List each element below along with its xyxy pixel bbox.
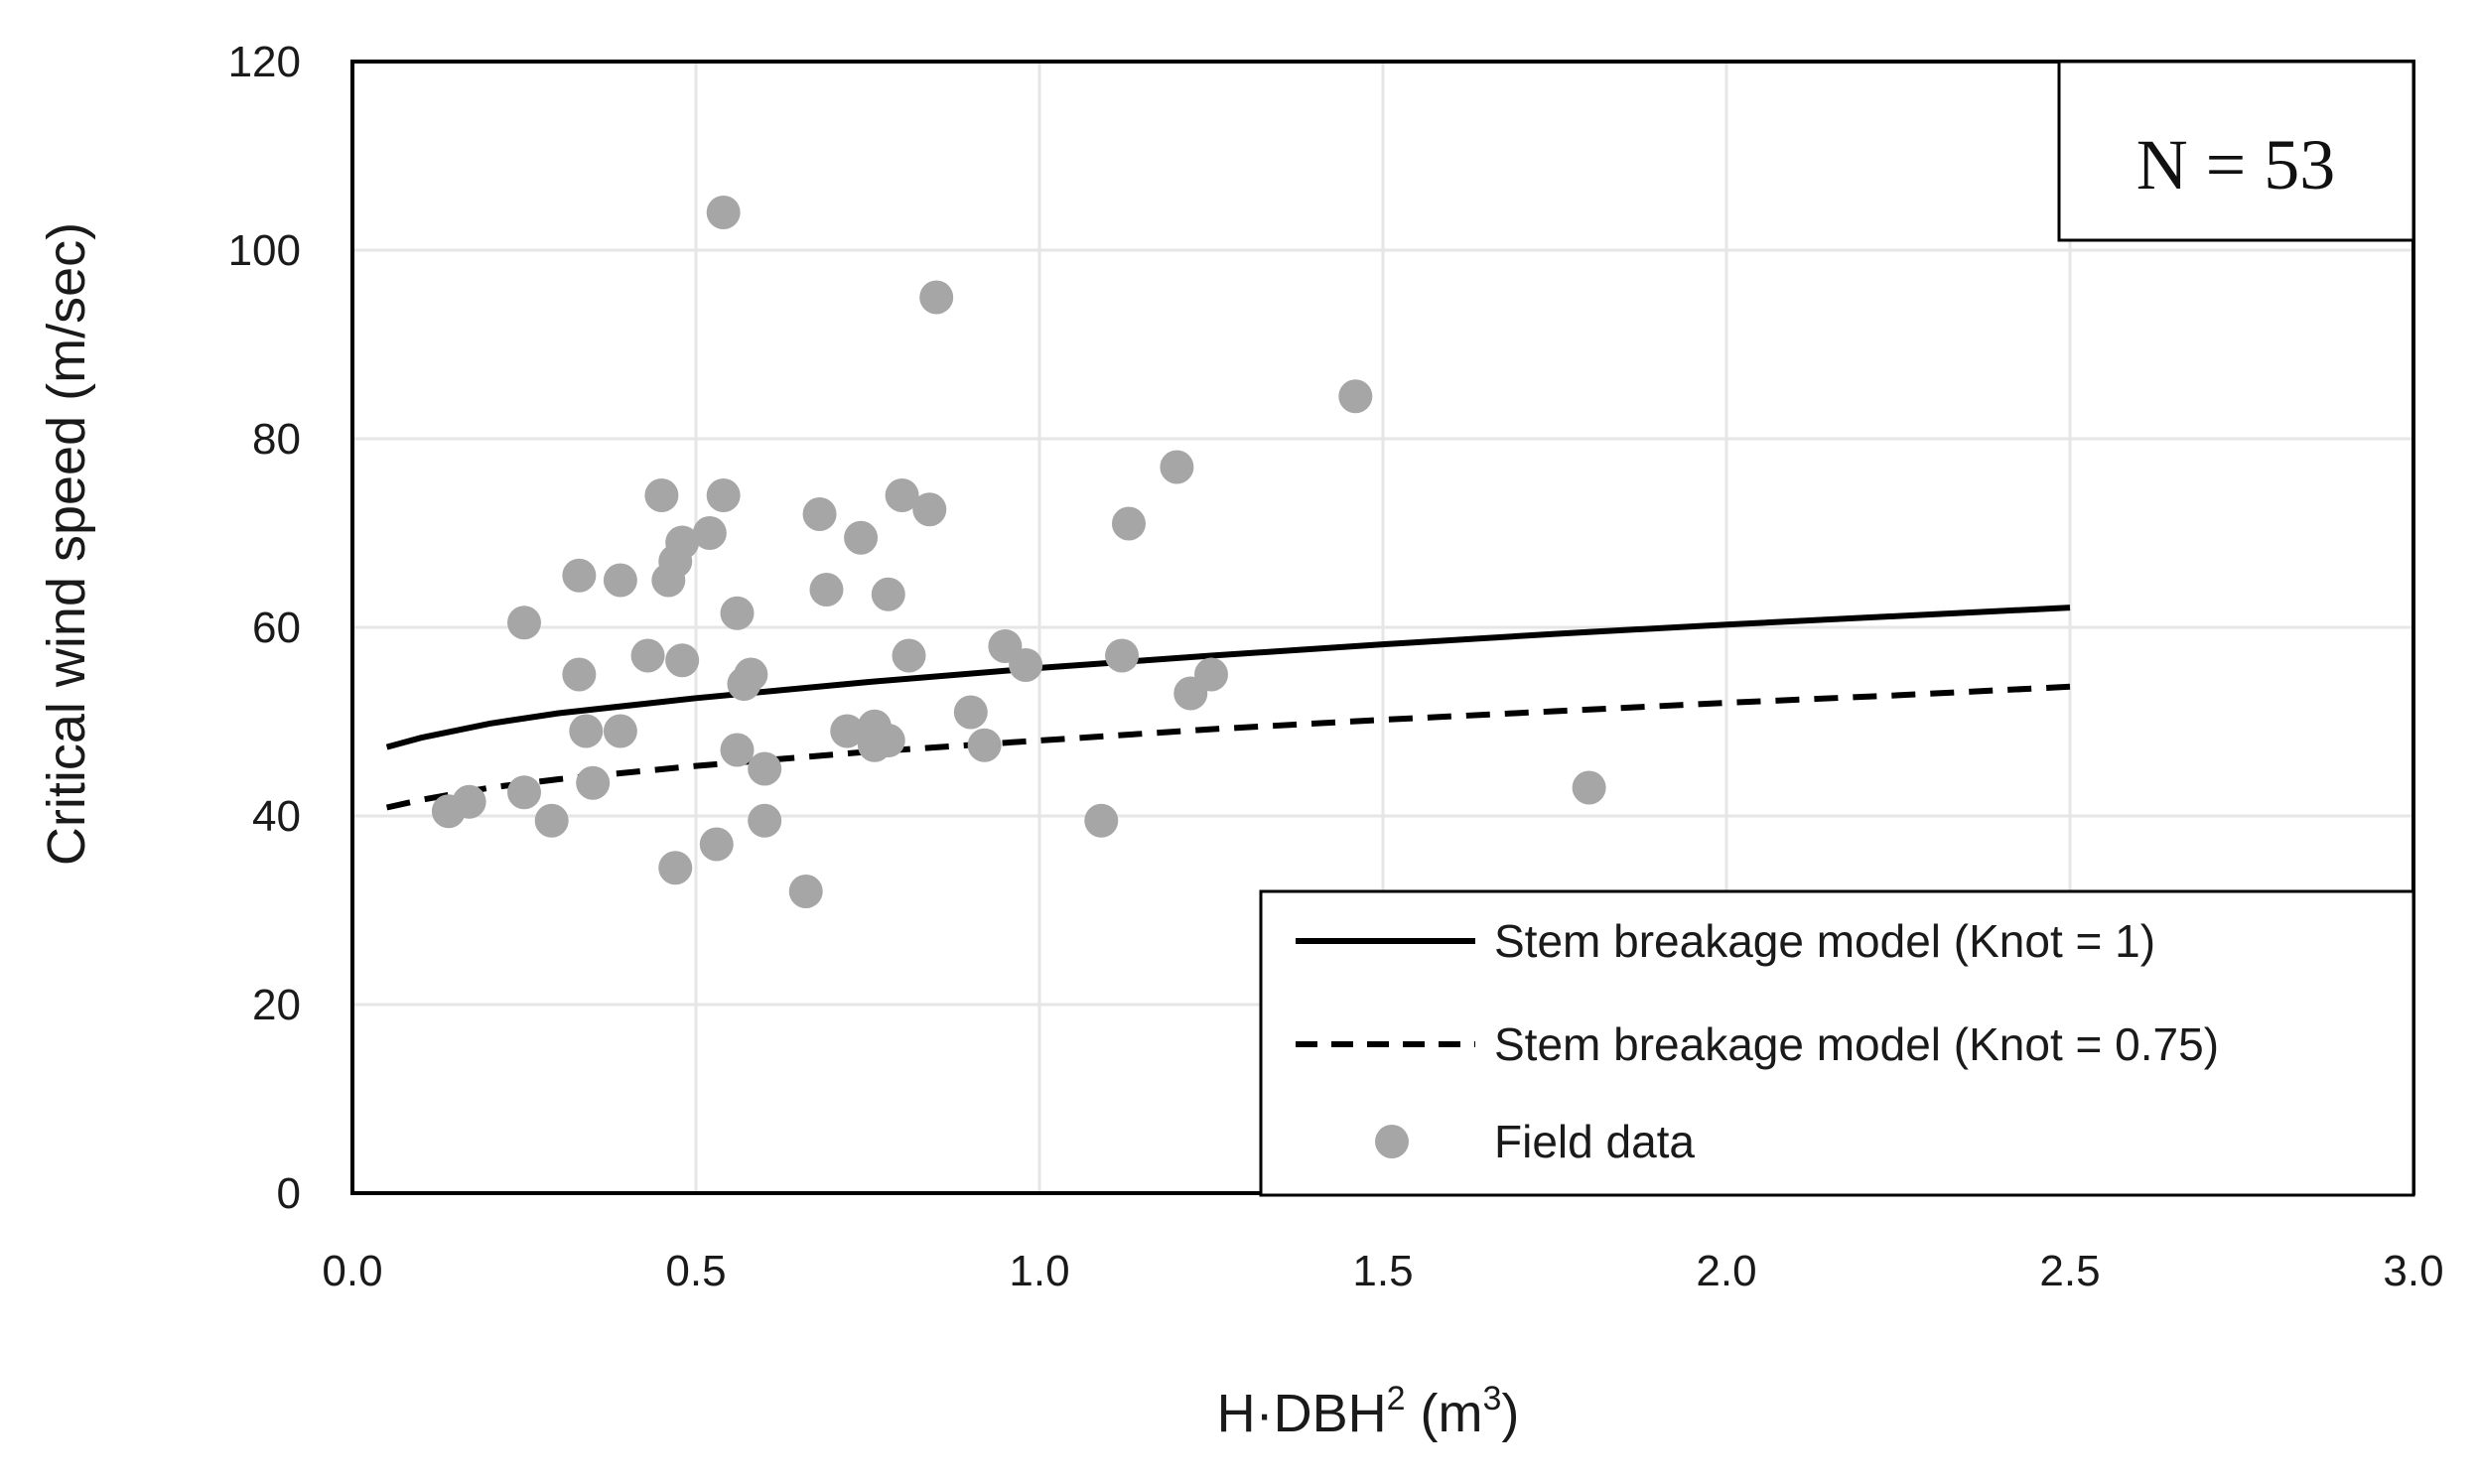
field-data-point: [603, 563, 637, 598]
y-axis-label: Critical wind speed (m/sec): [37, 222, 96, 866]
x-axis-label: H·DBH2 (m3): [1217, 1380, 1520, 1443]
field-data-point: [706, 478, 741, 512]
field-data-point: [431, 794, 466, 829]
x-tick-label: 0.5: [665, 1247, 726, 1295]
y-tick-label: 80: [252, 415, 301, 464]
field-data-point: [699, 827, 734, 862]
field-data-point: [953, 695, 988, 730]
field-data-point: [748, 803, 782, 838]
y-tick-label: 100: [228, 226, 301, 275]
legend-label-field: Field data: [1494, 1116, 1695, 1167]
x-axis-label-mid: (m: [1406, 1384, 1483, 1443]
field-data-point: [569, 714, 604, 748]
field-data-point: [809, 573, 844, 607]
field-data-point: [720, 596, 755, 630]
field-data-point: [576, 765, 611, 800]
field-data-point: [788, 875, 823, 908]
x-tick-label: 1.0: [1009, 1247, 1069, 1295]
x-axis-label-base: H·DBH: [1217, 1384, 1387, 1443]
y-tick-label: 60: [252, 604, 301, 652]
field-data-point: [748, 751, 782, 786]
field-data-point: [885, 478, 919, 512]
field-data-point: [844, 520, 879, 555]
x-tick-label: 1.5: [1352, 1247, 1413, 1295]
field-data-point: [507, 606, 541, 640]
field-data-point: [1173, 676, 1208, 711]
annotation-text: N = 53: [2136, 125, 2336, 204]
field-data-point: [830, 714, 865, 748]
field-data-point: [802, 497, 837, 531]
field-data-point: [562, 558, 597, 593]
field-data-point: [912, 492, 947, 527]
annotation-box: N = 53: [2057, 60, 2415, 242]
y-tick-label: 40: [252, 792, 301, 841]
field-data-point: [706, 196, 741, 229]
field-data-point: [692, 516, 727, 550]
y-tick-label: 20: [252, 981, 301, 1029]
field-data-point: [534, 803, 569, 838]
x-tick-label: 0.0: [322, 1247, 382, 1295]
x-tick-label: 3.0: [2383, 1247, 2443, 1295]
field-data-point: [1009, 648, 1043, 682]
field-data-point: [1160, 450, 1194, 484]
x-axis-label-sup2: 3: [1482, 1380, 1501, 1417]
x-axis-ticks: 0.0 0.5 1.0 1.5 2.0 2.5 3.0: [322, 1247, 2443, 1295]
field-data-point: [727, 667, 761, 701]
field-data-point: [1084, 803, 1119, 838]
x-axis-label-sup1: 2: [1387, 1380, 1406, 1417]
field-data-point: [1105, 638, 1140, 673]
series-layer: [385, 196, 2071, 908]
field-data-point: [720, 733, 755, 767]
field-data-point: [919, 280, 954, 315]
legend-label-knot1: Stem breakage model (Knot = 1): [1494, 915, 2155, 967]
legend-label-knot075: Stem breakage model (Knot = 0.75): [1494, 1018, 2219, 1070]
field-data-point: [967, 728, 1002, 762]
y-tick-label: 0: [277, 1169, 301, 1218]
field-data-point: [603, 714, 637, 748]
y-tick-label: 120: [228, 38, 301, 86]
field-data-point: [665, 643, 700, 678]
legend: Stem breakage model (Knot = 1) Stem brea…: [1259, 889, 2415, 1197]
x-axis-label-end: ): [1501, 1384, 1519, 1443]
y-axis-ticks: 0 20 40 60 80 100 120: [228, 38, 301, 1218]
field-data-point: [644, 478, 679, 512]
field-data-point: [658, 851, 693, 885]
field-data-point: [630, 638, 665, 673]
x-tick-label: 2.0: [1696, 1247, 1756, 1295]
field-data-point: [651, 563, 686, 598]
field-data-point: [1111, 506, 1146, 541]
legend-swatch-point: [1375, 1125, 1409, 1158]
field-data-point: [1572, 770, 1606, 805]
field-data-point: [507, 775, 541, 810]
field-data-point: [892, 638, 926, 673]
field-data-point: [871, 577, 905, 611]
field-data-point: [1338, 379, 1373, 414]
x-tick-label: 2.5: [2039, 1247, 2100, 1295]
field-data-point: [562, 657, 597, 692]
field-data-point: [857, 728, 892, 762]
